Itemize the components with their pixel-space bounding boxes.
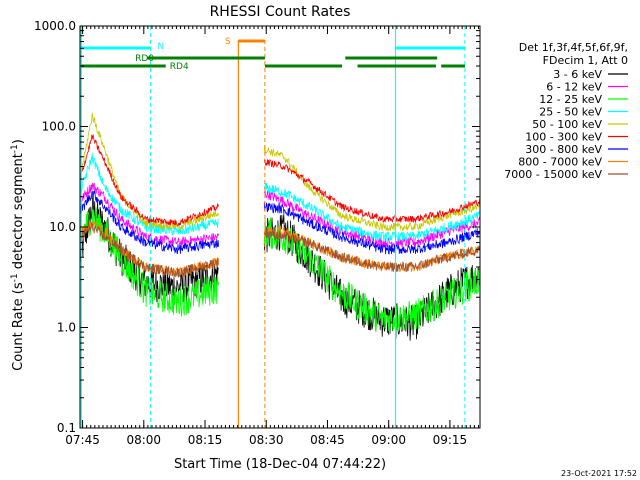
rd4-label: RD4 [170,62,189,72]
legend-header-line: Det 1f,3f,4f,5f,6f,9f, [519,41,628,54]
legend-label: 800 - 7000 keV [518,156,602,169]
y-tick-label: 0.1 [57,421,76,435]
y-axis-label-sup1: -1 [10,273,20,282]
timestamp: 23-Oct-2021 17:52 [561,469,637,478]
x-tick-label: 08:00 [126,433,161,447]
series-line [79,190,481,255]
series-line [79,222,481,278]
saa-label: S [225,37,231,47]
overlay-layer: N S RD0 RD4 [80,26,466,428]
x-tick-label: 08:45 [310,433,345,447]
y-tick-label: 100.0 [42,120,76,134]
chart-title: RHESSI Count Rates [210,4,351,20]
y-axis-label-mid: detector segment [11,153,26,273]
legend-header-line: FDecim 1, Att 0 [543,54,628,67]
legend-label: 100 - 300 keV [525,131,602,144]
x-tick-label: 09:00 [371,433,406,447]
x-axis-label: Start Time (18-Dec-04 07:44:22) [174,457,386,472]
legend-label: 25 - 50 keV [539,106,602,119]
legend: Det 1f,3f,4f,5f,6f,9f,FDecim 1, Att 03 -… [504,41,628,181]
x-tick-label: 08:30 [249,433,284,447]
legend-label: 300 - 800 keV [525,143,602,156]
legend-label: 3 - 6 keV [553,68,602,81]
x-tick-label: 09:15 [433,433,468,447]
legend-label: 7000 - 15000 keV [504,168,602,181]
y-axis-label: Count Rate (s-1 detector segment-1) [10,139,26,371]
x-tick-label: 07:45 [65,433,100,447]
y-tick-label: 1.0 [57,321,76,335]
y-tick-label: 10.0 [49,220,76,234]
night-label: N [158,42,165,52]
series-layer [79,112,481,341]
legend-label: 12 - 25 keV [539,93,602,106]
x-tick-label: 08:15 [188,433,223,447]
y-axis-label-main: Count Rate (s [11,282,26,371]
y-axis-label-end: ) [11,139,26,144]
y-tick-label: 1000.0 [34,19,76,33]
series-line [79,152,481,242]
axes-layer: 0.1 1.0 10.0 100.0 1000.0 07:45 08:00 08:15 08:3… [34,19,481,447]
legend-label: 50 - 100 keV [532,118,602,131]
series-line [79,133,481,227]
y-axis-label-sup2: -1 [10,144,20,153]
rd0-label: RD0 [135,54,154,64]
legend-label: 6 - 12 keV [546,81,602,94]
